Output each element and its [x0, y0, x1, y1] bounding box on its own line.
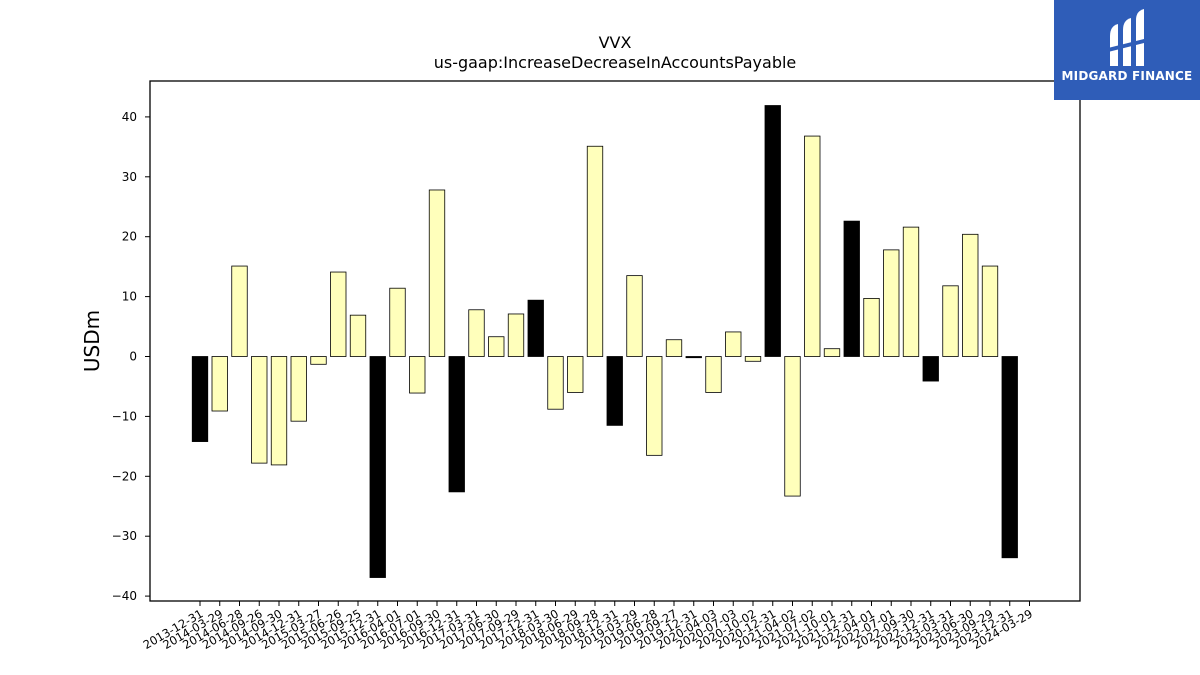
bar-2019-12-31 — [685, 356, 702, 359]
bar-2020-07-03 — [725, 331, 742, 357]
y-axis: −40 −30 −20 −10 0 10 20 30 40 — [112, 110, 150, 603]
bar-2014-12-31 — [290, 356, 307, 422]
bar-2016-09-30 — [428, 189, 446, 357]
y-tick-label: −30 — [112, 529, 137, 543]
bar-2022-12-31 — [922, 356, 939, 382]
bar-2019-03-29 — [626, 275, 643, 357]
bar-2023-06-30 — [962, 233, 979, 357]
bar-2014-06-28 — [231, 265, 248, 357]
logo-mark-icon — [1108, 9, 1148, 66]
bar-2017-06-30 — [488, 336, 505, 357]
bar-2018-09-28 — [586, 145, 604, 357]
bar-2023-12-31 — [1001, 356, 1018, 559]
y-tick-label: 20 — [122, 230, 137, 244]
bar-2014-09-26 — [251, 356, 268, 464]
bar-2018-12-31 — [606, 356, 623, 426]
bar-2020-10-02 — [744, 356, 762, 362]
bar-2021-07-02 — [804, 135, 821, 357]
bar-2015-12-31 — [369, 356, 386, 578]
bar-2015-03-27 — [310, 356, 327, 365]
bar-2016-07-01 — [409, 356, 426, 394]
y-tick-label: 30 — [122, 170, 137, 184]
y-tick-label: 40 — [122, 110, 137, 124]
bar-2015-09-25 — [349, 314, 367, 357]
x-axis: 2013-12-312014-03-292014-06-282014-09-26… — [141, 601, 1035, 652]
brand-logo: MIDGARD FINANCE — [1054, 0, 1200, 100]
bar-2022-07-01 — [883, 249, 900, 357]
bar-2017-09-29 — [507, 313, 525, 357]
bar-2014-09-30 — [270, 356, 288, 466]
plot-frame — [149, 80, 1081, 602]
y-tick-label: 10 — [122, 290, 137, 304]
y-tick-label: −40 — [112, 589, 137, 603]
bar-2023-03-31 — [942, 285, 959, 357]
bar-2021-04-02 — [784, 356, 801, 497]
y-axis-label: USDm — [80, 310, 104, 372]
chart-subtitle: us-gaap:IncreaseDecreaseInAccountsPayabl… — [434, 53, 797, 72]
bar-2019-09-27 — [665, 339, 683, 357]
y-tick-label: 0 — [129, 350, 137, 364]
bar-2018-06-29 — [567, 356, 584, 393]
y-tick-label: −10 — [112, 409, 137, 423]
bar-2021-12-31 — [843, 220, 860, 357]
logo-text: MIDGARD FINANCE — [1061, 69, 1193, 83]
bars-group — [191, 105, 1018, 578]
bar-2016-04-01 — [389, 287, 406, 357]
bar-2021-10-01 — [823, 348, 841, 357]
bar-2014-03-29 — [211, 356, 228, 412]
bar-2013-12-31 — [191, 356, 209, 442]
bar-2020-04-03 — [705, 356, 722, 393]
bar-2020-12-31 — [764, 105, 781, 357]
chart-title: VVX — [599, 33, 632, 52]
bar-2022-09-30 — [902, 226, 920, 357]
bar-2022-04-01 — [863, 297, 880, 357]
bar-2017-12-31 — [527, 299, 544, 357]
bar-2019-06-28 — [646, 356, 663, 456]
bar-2015-06-26 — [330, 271, 347, 357]
bar-2023-09-29 — [981, 265, 999, 357]
bar-2017-03-31 — [468, 309, 485, 357]
bar-2016-12-31 — [448, 356, 465, 493]
y-tick-label: −20 — [112, 469, 137, 483]
bar-2018-03-30 — [547, 356, 564, 410]
